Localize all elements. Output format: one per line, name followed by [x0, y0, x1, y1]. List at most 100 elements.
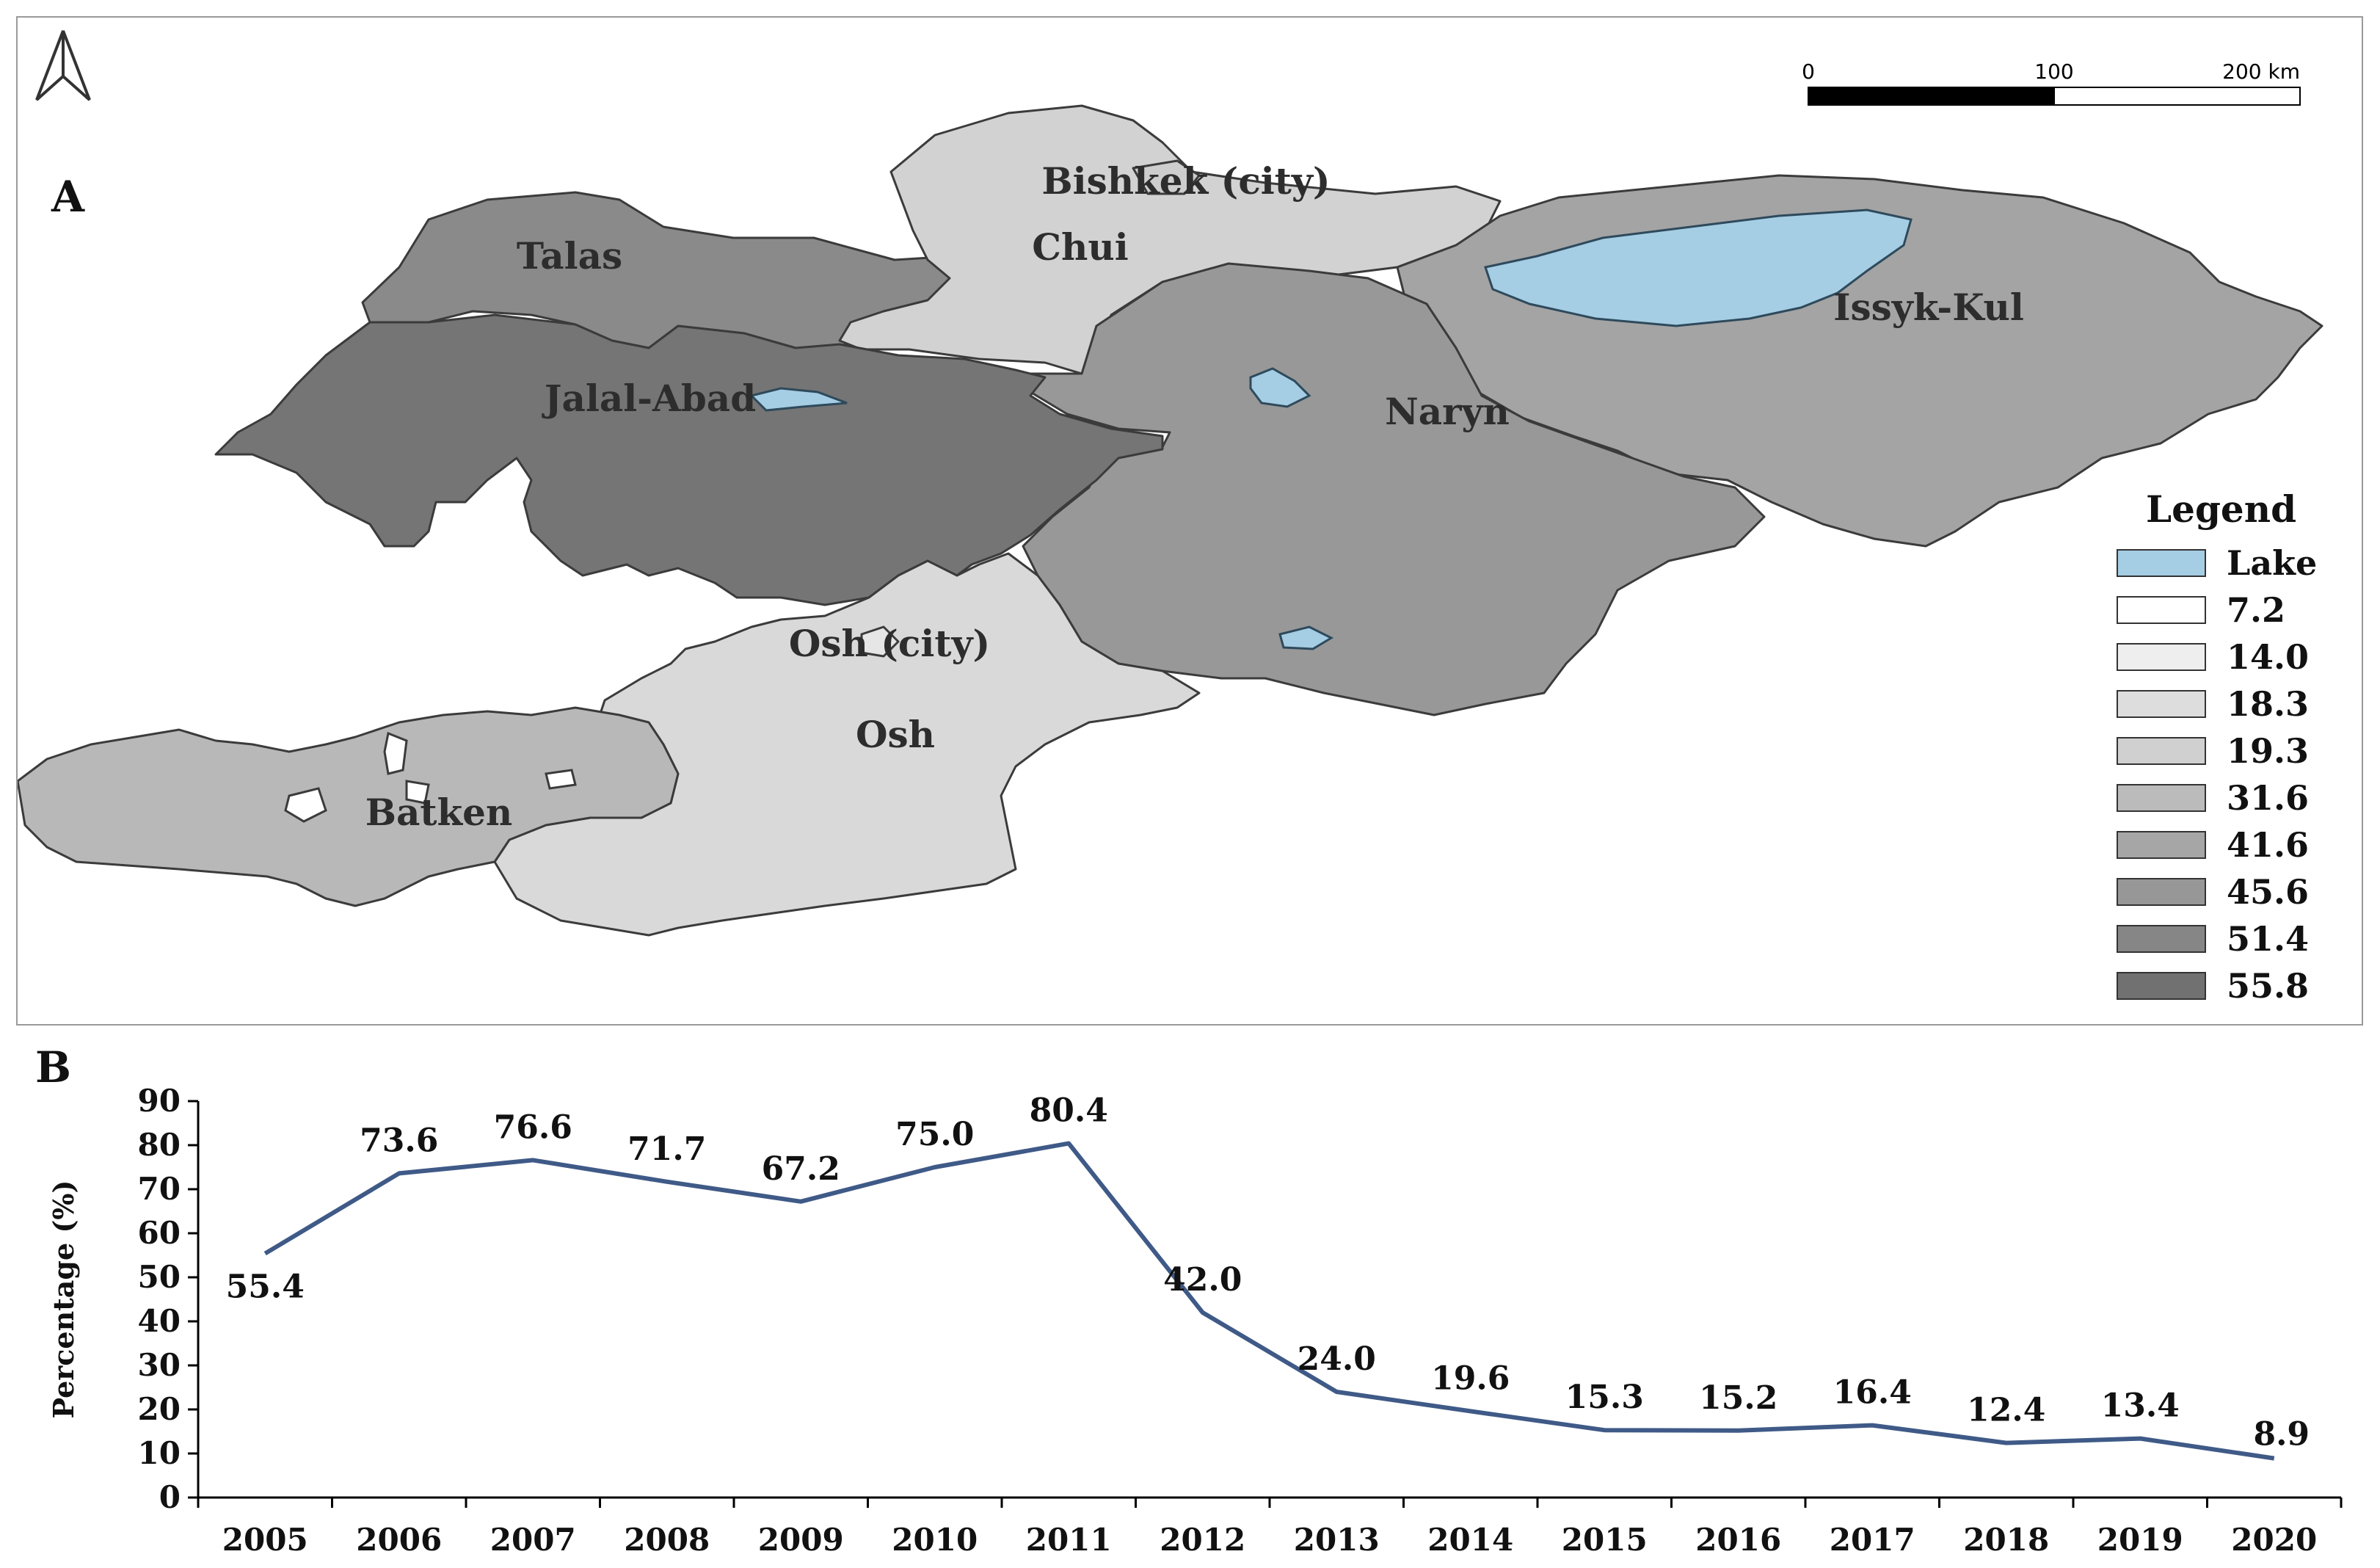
map-panel: A Tala	[16, 16, 2363, 1026]
region-batken	[18, 706, 680, 907]
legend-label: 41.6	[2227, 825, 2310, 865]
legend-item: 18.3	[2117, 680, 2317, 727]
region-label: Jalal-Abad	[542, 377, 756, 420]
data-label: 15.3	[1565, 1379, 1644, 1416]
north-arrow-icon	[35, 30, 91, 101]
legend-label: 45.6	[2227, 872, 2310, 912]
region-jalal-abad	[214, 313, 1164, 606]
y-tick-label: 50	[138, 1259, 181, 1295]
legend-label: 55.8	[2227, 966, 2310, 1006]
legend-item: 45.6	[2117, 868, 2317, 915]
data-label: 15.2	[1699, 1379, 1777, 1417]
y-tick-label: 10	[138, 1435, 181, 1471]
y-tick-label: 70	[138, 1171, 181, 1207]
data-label: 75.0	[895, 1116, 974, 1153]
data-label: 67.2	[762, 1150, 840, 1188]
legend-swatch	[2117, 878, 2206, 906]
x-tick-label: 2020	[2231, 1522, 2317, 1558]
lake-issyk-kul	[1484, 208, 1913, 327]
legend-swatch	[2117, 925, 2206, 953]
region-label: Osh (city)	[789, 622, 990, 665]
x-tick-label: 2012	[1160, 1522, 1245, 1558]
legend-label: 51.4	[2227, 919, 2310, 959]
enclave-shape	[545, 769, 577, 790]
y-axis: 0 10 20 30 40 50 60 70 80 90	[138, 1083, 200, 1515]
y-tick-label: 80	[138, 1127, 181, 1163]
enclave-shape	[405, 780, 430, 805]
y-tick-label: 60	[138, 1215, 181, 1251]
x-tick-label: 2009	[758, 1522, 844, 1558]
region-bishkek-city	[1132, 159, 1201, 195]
x-tick-label: 2016	[1695, 1522, 1781, 1558]
series-line	[263, 1141, 2275, 1461]
legend-swatch	[2117, 972, 2206, 1000]
series-layer	[263, 1141, 2275, 1461]
line-chart: 0 10 20 30 40 50 60 70 80 90 2005 2006 2007 2008 2009…	[47, 1083, 2343, 1558]
x-tick-label: 2005	[222, 1522, 308, 1558]
y-tick-label: 20	[138, 1391, 181, 1427]
x-tick-label: 2010	[892, 1522, 978, 1558]
x-tick-label: 2013	[1294, 1522, 1380, 1558]
legend-item: 7.2	[2117, 587, 2317, 634]
legend-swatch	[2117, 737, 2206, 765]
legend-item: 14.0	[2117, 634, 2317, 680]
legend-item: 31.6	[2117, 774, 2317, 821]
x-tick-label: 2017	[1830, 1522, 1915, 1558]
map-legend: Legend Lake 7.2 14.0 18.3 19.3 31.6 41.6 45.6 51…	[2117, 487, 2317, 1009]
x-tick-label: 2011	[1026, 1522, 1112, 1558]
legend-item: 55.8	[2117, 962, 2317, 1009]
legend-swatch	[2117, 643, 2206, 671]
x-tick-label: 2008	[624, 1522, 710, 1558]
x-tick-label: 2007	[490, 1522, 576, 1558]
x-tick-label: 2006	[356, 1522, 442, 1558]
legend-label: 31.6	[2227, 778, 2310, 818]
region-label: Batken	[365, 791, 513, 834]
region-label: Bishkek (city)	[1041, 159, 1330, 203]
legend-swatch	[2117, 831, 2206, 859]
scale-label: 100	[2034, 59, 2073, 84]
legend-swatch	[2117, 549, 2206, 577]
legend-item: 41.6	[2117, 821, 2317, 868]
data-label: 71.7	[627, 1130, 706, 1168]
legend-swatch	[2117, 784, 2206, 812]
region-osh	[493, 552, 1201, 937]
data-label: 13.4	[2101, 1387, 2180, 1425]
data-label: 16.4	[1833, 1374, 1912, 1412]
legend-items: Lake 7.2 14.0 18.3 19.3 31.6 41.6 45.6 51.4 55.8	[2117, 540, 2317, 1009]
region-label: Talas	[517, 234, 622, 277]
lake-chatyr-kul	[1278, 625, 1334, 650]
legend-swatch	[2117, 596, 2206, 624]
region-label: Issyk-Kul	[1833, 286, 2024, 329]
data-label: 55.4	[226, 1268, 305, 1306]
y-tick-label: 90	[138, 1083, 181, 1119]
panel-a-letter: A	[51, 172, 85, 222]
legend-label: Lake	[2227, 543, 2318, 583]
data-label: 19.6	[1431, 1360, 1510, 1397]
region-label: Chui	[1032, 225, 1129, 269]
region-label: Osh	[856, 713, 935, 756]
data-labels: 55.4 73.6 76.6 71.7 67.2 75.0 80.4 42.0 24.0 19.6…	[226, 1092, 2310, 1453]
data-label: 42.0	[1163, 1261, 1242, 1299]
region-osh-city	[860, 625, 900, 658]
lake-son-kul	[1249, 367, 1311, 408]
map-canvas: Talas Chui Bishkek (city) Issyk-Kul Nary…	[18, 30, 2323, 937]
legend-label: 18.3	[2227, 684, 2310, 724]
x-tick-label: 2015	[1562, 1522, 1648, 1558]
legend-item: Lake	[2117, 540, 2317, 587]
x-axis: 2005 2006 2007 2008 2009 2010 2011 2012 2013 2014…	[197, 1496, 2343, 1558]
y-tick-label: 0	[159, 1479, 181, 1515]
enclave-shape	[383, 731, 408, 775]
legend-item: 51.4	[2117, 915, 2317, 962]
scale-bar: 0 100 200 km	[1802, 59, 2301, 106]
legend-label: 19.3	[2227, 731, 2310, 771]
legend-label: 7.2	[2227, 590, 2286, 630]
x-tick-label: 2019	[2097, 1522, 2183, 1558]
scale-label: 0	[1802, 59, 1815, 84]
data-label: 12.4	[1967, 1392, 2045, 1429]
legend-label: 14.0	[2227, 637, 2310, 677]
data-label: 8.9	[2253, 1416, 2310, 1453]
data-label: 24.0	[1298, 1340, 1376, 1378]
region-label: Naryn	[1385, 390, 1510, 433]
x-tick-label: 2018	[1963, 1522, 2049, 1558]
panel-b-letter: B	[35, 1042, 72, 1092]
